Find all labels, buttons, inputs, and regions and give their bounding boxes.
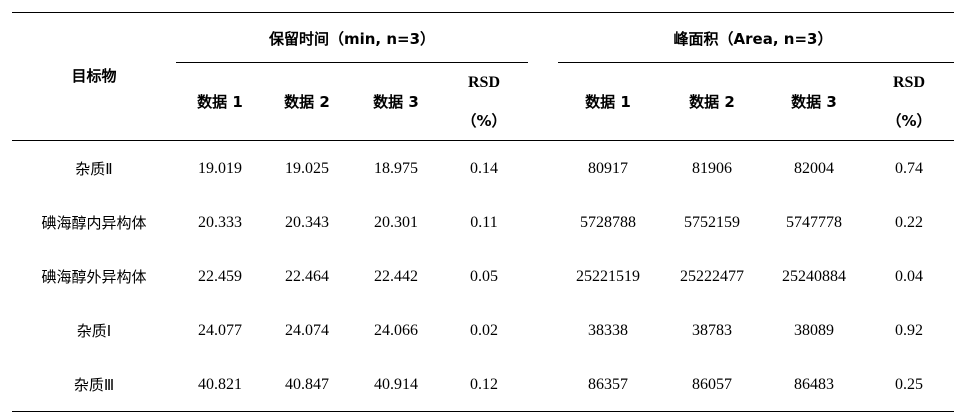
row-area-3: 5747778 [786,214,842,231]
row-area-2: 38783 [692,322,732,339]
area-group-rule [558,62,954,63]
row-rt-1: 20.333 [198,214,242,231]
retention-group-rule [176,62,528,63]
row-area-rsd: 0.22 [895,214,923,231]
area-rsd-unit: （%） [886,112,932,130]
row-area-1: 80917 [588,160,628,177]
row-rt-3: 22.442 [374,268,418,285]
row-rt-2: 24.074 [285,322,329,339]
row-area-3: 25240884 [782,268,846,285]
row-area-3: 82004 [794,160,834,177]
row-target-name: 碘海醇外异构体 [41,268,147,286]
row-rt-rsd: 0.14 [470,160,498,177]
row-rt-3: 24.066 [374,322,418,339]
header-bottom-rule [12,140,954,141]
retention-sub-header-3: 数据 3 [373,93,419,111]
row-rt-1: 19.019 [198,160,242,177]
row-area-3: 86483 [794,376,834,393]
row-rt-1: 24.077 [198,322,242,339]
row-area-1: 86357 [588,376,628,393]
row-rt-3: 20.301 [374,214,418,231]
retention-rsd-header: RSD [467,74,501,91]
row-target-name: 杂质Ⅰ [76,322,112,340]
row-rt-1: 22.459 [198,268,242,285]
retention-rsd-unit: （%） [461,112,507,130]
row-area-2: 81906 [692,160,732,177]
row-area-rsd: 0.92 [895,322,923,339]
row-target-name: 杂质Ⅲ [73,376,115,394]
row-rt-rsd: 0.11 [470,214,498,231]
row-area-2: 25222477 [680,268,744,285]
row-area-rsd: 0.25 [895,376,923,393]
row-area-rsd: 0.74 [895,160,923,177]
retention-group-header: 保留时间（min, n=3） [268,30,436,48]
row-rt-rsd: 0.12 [470,376,498,393]
row-area-rsd: 0.04 [895,268,923,285]
row-area-1: 25221519 [576,268,640,285]
row-rt-2: 40.847 [285,376,329,393]
row-rt-3: 18.975 [374,160,418,177]
row-area-1: 38338 [588,322,628,339]
row-area-2: 86057 [692,376,732,393]
area-sub-header-1: 数据 1 [585,93,631,111]
area-sub-header-2: 数据 2 [689,93,735,111]
row-area-2: 5752159 [684,214,740,231]
retention-sub-header-1: 数据 1 [197,93,243,111]
row-area-3: 38089 [794,322,834,339]
bottom-rule [12,411,954,412]
top-rule [12,12,954,13]
row-rt-2: 19.025 [285,160,329,177]
row-rt-2: 22.464 [285,268,329,285]
target-header: 目标物 [71,67,117,85]
area-group-header: 峰面积（Area, n=3） [673,30,833,48]
area-sub-header-3: 数据 3 [791,93,837,111]
row-target-name: 杂质Ⅱ [75,160,113,178]
row-rt-3: 40.914 [374,376,418,393]
area-rsd-header: RSD [892,74,926,91]
row-area-1: 5728788 [580,214,636,231]
row-rt-rsd: 0.05 [470,268,498,285]
row-rt-rsd: 0.02 [470,322,498,339]
row-rt-2: 20.343 [285,214,329,231]
row-target-name: 碘海醇内异构体 [41,214,147,232]
row-rt-1: 40.821 [198,376,242,393]
retention-sub-header-2: 数据 2 [284,93,330,111]
